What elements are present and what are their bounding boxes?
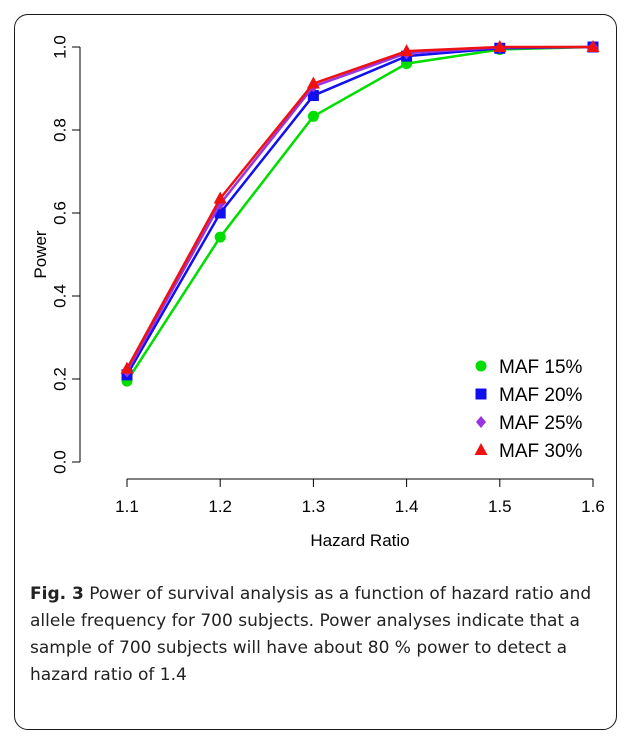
series-line — [125, 45, 593, 370]
legend-label: MAF 25% — [499, 413, 583, 434]
legend-item: MAF 30% — [474, 441, 583, 462]
chart-legend: MAF 15% MAF 20% MAF 25% MAF 30% — [474, 357, 583, 462]
x-tick-label: 1.5 — [488, 497, 512, 516]
legend-marker — [475, 360, 487, 372]
x-tick-label: 1.4 — [395, 497, 419, 516]
x-tick-label: 1.2 — [208, 497, 232, 516]
legend-label: MAF 20% — [499, 385, 583, 406]
y-axis-label: Power — [31, 230, 50, 279]
legend-label: MAF 15% — [499, 357, 583, 378]
caption-label: Fig. 3 — [30, 584, 84, 604]
power-chart: 0.0 0.2 0.4 0.6 0.8 1.0 1.1 1.2 1.3 1.4 1.5 1.6 Haza… — [31, 35, 605, 550]
series-point — [493, 40, 507, 52]
series-4 — [120, 40, 600, 374]
caption-text: Power of survival analysis as a function… — [30, 584, 592, 685]
series-point — [214, 231, 226, 243]
y-tick-label: 0.0 — [50, 450, 69, 474]
legend-item: MAF 20% — [475, 385, 583, 406]
x-tick-label: 1.1 — [115, 497, 139, 516]
figure-frame — [14, 14, 617, 730]
y-tick-label: 0.2 — [50, 367, 69, 391]
series-point — [400, 44, 414, 57]
series-3 — [122, 41, 598, 378]
series-point — [213, 191, 227, 204]
y-tick-label: 1.0 — [50, 35, 69, 59]
legend-marker — [475, 388, 487, 400]
series-point — [214, 207, 226, 219]
series-point — [586, 40, 600, 52]
legend-label: MAF 30% — [499, 441, 583, 462]
series-2 — [121, 41, 599, 381]
y-tick-label: 0.6 — [50, 201, 69, 225]
series-line — [125, 45, 594, 376]
x-tick-label: 1.6 — [581, 497, 605, 516]
chart-axes: 0.0 0.2 0.4 0.6 0.8 1.0 1.1 1.2 1.3 1.4 1.5 1.6 Haza… — [31, 35, 605, 550]
series-point — [120, 361, 134, 374]
series-line — [125, 45, 594, 382]
chart-series — [120, 40, 600, 387]
series-1 — [121, 41, 599, 387]
legend-marker — [476, 416, 486, 428]
series-point — [307, 110, 319, 122]
series-point — [307, 90, 319, 102]
x-tick-label: 1.3 — [302, 497, 326, 516]
series-point — [306, 76, 320, 89]
legend-marker — [474, 443, 488, 455]
figure-caption: Fig. 3 Power of survival analysis as a f… — [30, 581, 600, 689]
series-line — [125, 45, 594, 373]
x-axis-label: Hazard Ratio — [310, 531, 409, 550]
y-tick-label: 0.4 — [50, 284, 69, 308]
y-tick-label: 0.8 — [50, 118, 69, 142]
legend-item: MAF 15% — [475, 357, 583, 378]
legend-item: MAF 25% — [476, 413, 583, 434]
